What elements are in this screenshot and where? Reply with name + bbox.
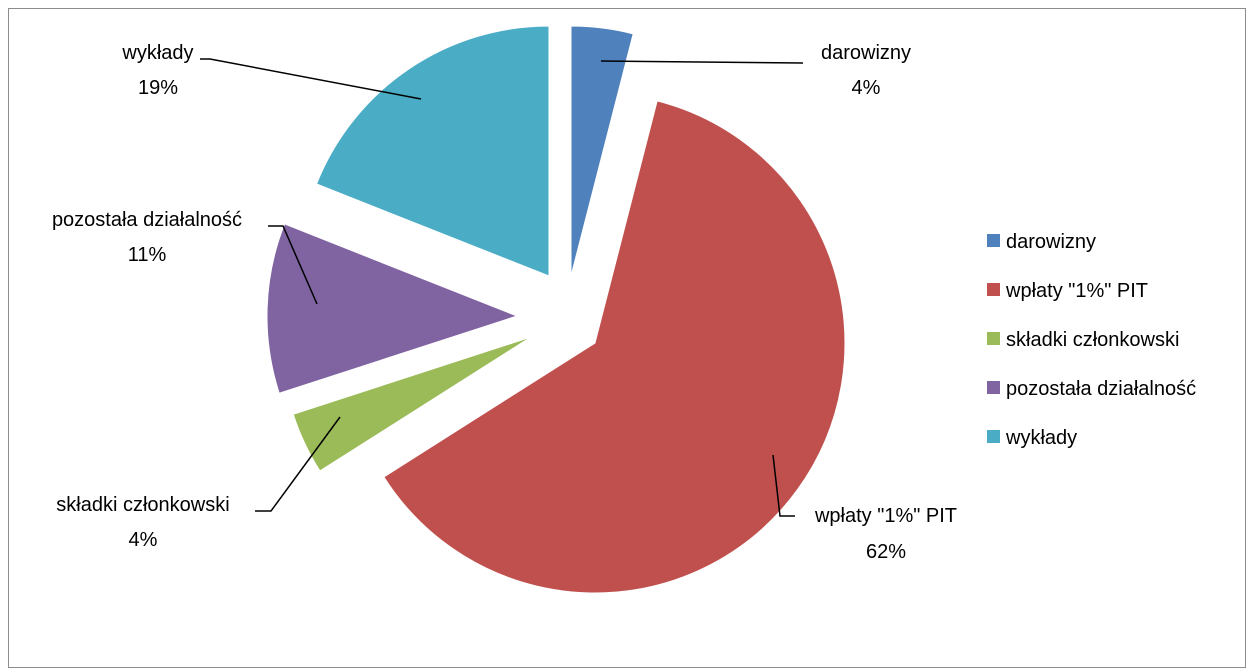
slice-darowizny <box>570 25 634 277</box>
leader-darowizny <box>600 60 804 64</box>
data-label-pozostala: pozostała działalność 11% <box>52 209 242 266</box>
slice-skladki <box>292 336 532 472</box>
legend-item-pozostala: pozostała działalność <box>987 378 1196 400</box>
data-label-skladki: składki członkowski 4% <box>56 494 229 551</box>
data-label-percent: 4% <box>852 77 881 99</box>
data-label-name: wpłaty "1%" PIT <box>814 505 957 527</box>
leader-lines <box>200 58 804 517</box>
data-label-wplaty-pit: wpłaty "1%" PIT 62% <box>814 505 957 563</box>
leader-wplaty-pit <box>772 454 795 517</box>
legend: darowizny wpłaty "1%" PIT składki członk… <box>987 231 1196 449</box>
data-label-name: wykłady <box>121 42 193 64</box>
slice-wplaty-pit <box>383 100 846 594</box>
pie-chart: darowizny 4% wpłaty "1%" PIT 62% składki… <box>52 25 1196 594</box>
slice-wyklady <box>315 25 550 277</box>
legend-swatch <box>987 332 1000 345</box>
data-label-name: składki członkowski <box>56 494 229 516</box>
data-label-name: pozostała działalność <box>52 209 242 231</box>
legend-label: pozostała działalność <box>1006 378 1196 400</box>
data-label-percent: 62% <box>866 541 906 563</box>
data-label-darowizny: darowizny 4% <box>821 42 911 99</box>
legend-swatch <box>987 283 1000 296</box>
leader-pozostala <box>268 225 318 305</box>
legend-item-wplaty-pit: wpłaty "1%" PIT <box>987 280 1148 302</box>
legend-swatch <box>987 430 1000 443</box>
leader-wyklady <box>200 58 422 100</box>
legend-item-darowizny: darowizny <box>987 231 1096 253</box>
legend-label: wykłady <box>1005 427 1077 449</box>
leader-skladki <box>255 416 341 512</box>
legend-item-wyklady: wykłady <box>987 427 1077 449</box>
data-label-wyklady: wykłady 19% <box>121 42 193 99</box>
legend-swatch <box>987 381 1000 394</box>
data-label-percent: 19% <box>138 77 178 99</box>
legend-label: wpłaty "1%" PIT <box>1005 280 1148 302</box>
slice-pozostala <box>266 223 519 394</box>
legend-label: składki członkowski <box>1006 329 1179 351</box>
data-label-percent: 4% <box>129 529 158 551</box>
pie-slices <box>266 25 846 594</box>
data-label-percent: 11% <box>128 244 167 266</box>
data-label-name: darowizny <box>821 42 911 64</box>
legend-label: darowizny <box>1006 231 1096 253</box>
legend-swatch <box>987 234 1000 247</box>
legend-item-skladki: składki członkowski <box>987 329 1179 351</box>
